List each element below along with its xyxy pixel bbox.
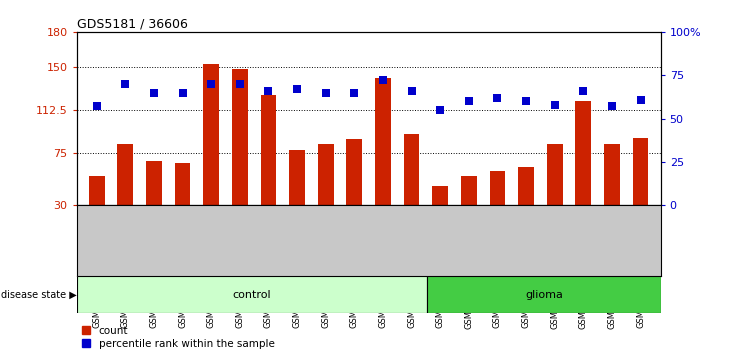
- Bar: [146, 161, 162, 240]
- Bar: [261, 96, 277, 240]
- Bar: [318, 144, 334, 240]
- Bar: [432, 185, 448, 240]
- Text: control: control: [233, 290, 271, 300]
- Bar: [404, 133, 420, 240]
- Bar: [289, 150, 305, 240]
- Text: disease state ▶: disease state ▶: [1, 290, 77, 300]
- Bar: [547, 144, 563, 240]
- Bar: [174, 162, 191, 240]
- Bar: [575, 101, 591, 240]
- Point: [348, 90, 360, 96]
- Text: glioma: glioma: [525, 290, 563, 300]
- Point: [177, 90, 188, 96]
- Point: [205, 81, 217, 87]
- Bar: [204, 64, 219, 240]
- Point: [635, 97, 647, 102]
- Bar: [604, 144, 620, 240]
- Point: [263, 88, 274, 94]
- Bar: [490, 171, 505, 240]
- Point: [434, 107, 446, 113]
- Point: [606, 104, 618, 109]
- Point: [91, 104, 102, 109]
- Point: [148, 90, 160, 96]
- Point: [549, 102, 561, 108]
- Point: [234, 81, 246, 87]
- Point: [520, 98, 532, 104]
- Text: GDS5181 / 36606: GDS5181 / 36606: [77, 18, 188, 31]
- Point: [320, 90, 331, 96]
- Point: [377, 78, 389, 83]
- Bar: [77, 276, 427, 313]
- Point: [491, 95, 503, 101]
- Point: [577, 88, 589, 94]
- Bar: [347, 139, 362, 240]
- Point: [463, 98, 474, 104]
- Point: [291, 86, 303, 92]
- Bar: [461, 176, 477, 240]
- Bar: [232, 69, 247, 240]
- Bar: [375, 78, 391, 240]
- Point: [120, 81, 131, 87]
- Bar: [427, 276, 661, 313]
- Bar: [633, 138, 648, 240]
- Bar: [89, 176, 104, 240]
- Point: [406, 88, 418, 94]
- Bar: [518, 167, 534, 240]
- Legend: count, percentile rank within the sample: count, percentile rank within the sample: [82, 326, 274, 349]
- Bar: [118, 144, 133, 240]
